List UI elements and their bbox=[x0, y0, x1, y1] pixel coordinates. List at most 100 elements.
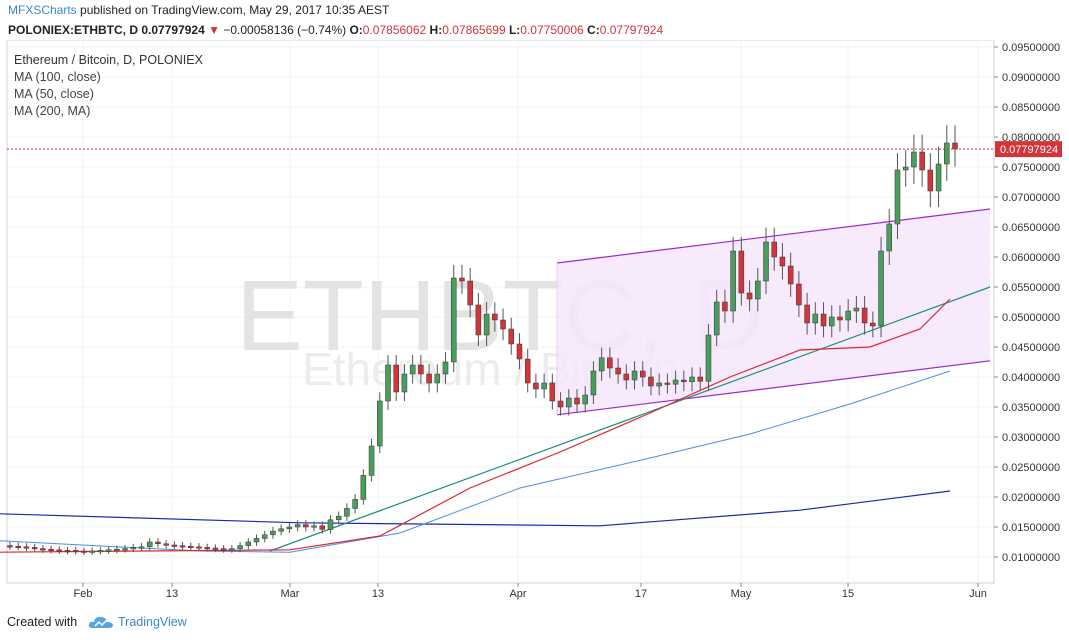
tradingview-cloud-icon[interactable] bbox=[88, 612, 114, 640]
candle-down bbox=[418, 364, 424, 375]
candle-down bbox=[155, 541, 161, 545]
candle-down bbox=[557, 400, 564, 408]
candle-up bbox=[253, 538, 260, 543]
candle-up bbox=[434, 373, 441, 384]
candle-up bbox=[935, 163, 942, 192]
candle-down bbox=[40, 548, 46, 551]
ma50-line bbox=[0, 298, 951, 553]
candle-down bbox=[426, 373, 432, 384]
ma200-line bbox=[0, 490, 951, 527]
candle-down bbox=[607, 357, 613, 369]
y-tick-label: 0.04000000 bbox=[1002, 372, 1060, 384]
candle-up bbox=[122, 548, 128, 551]
candle-up bbox=[902, 166, 909, 171]
candle-up bbox=[229, 548, 235, 551]
time-axis[interactable]: Feb 13 Mar 13 Apr 17 May 15 Jun bbox=[74, 583, 987, 600]
candle-down bbox=[72, 550, 79, 553]
candle-down bbox=[188, 545, 194, 548]
current-price-label: 0.07797924 bbox=[1000, 144, 1058, 156]
candle-up bbox=[97, 550, 104, 553]
candle-up bbox=[344, 508, 350, 517]
candle-down bbox=[533, 382, 539, 390]
candle-down bbox=[171, 544, 178, 547]
candle-up bbox=[763, 241, 769, 282]
candle-down bbox=[574, 397, 580, 405]
candle-up bbox=[689, 376, 695, 383]
change-value: −0.00058136 (−0.74%) bbox=[223, 23, 347, 37]
candle-up bbox=[261, 534, 268, 539]
candle-down bbox=[549, 382, 556, 402]
candle-up bbox=[878, 250, 884, 327]
tradingview-link[interactable]: TradingView bbox=[118, 615, 187, 629]
candle-down bbox=[771, 241, 777, 258]
y-tick-label: 0.08000000 bbox=[1002, 132, 1060, 144]
candle-down bbox=[919, 151, 925, 171]
candle-down bbox=[837, 316, 843, 321]
y-tick-label: 0.01500000 bbox=[1002, 522, 1060, 534]
candle-down bbox=[870, 322, 876, 327]
y-tick-label: 0.04500000 bbox=[1002, 342, 1060, 354]
candle-up bbox=[886, 223, 893, 252]
candle-down bbox=[623, 373, 630, 381]
candle-down bbox=[738, 250, 745, 294]
candle-up bbox=[409, 364, 416, 375]
candle-down bbox=[697, 376, 704, 382]
candle-up bbox=[294, 524, 301, 528]
legend-ma200[interactable]: MA (200, MA) bbox=[14, 104, 91, 118]
legend-ma100[interactable]: MA (100, close) bbox=[14, 70, 101, 84]
candle-up bbox=[245, 541, 252, 546]
candle-down bbox=[303, 524, 309, 528]
candle-up bbox=[311, 525, 317, 528]
price-axis[interactable]: 0.09500000 0.09000000 0.08500000 0.08000000… bbox=[994, 42, 1060, 564]
author-link[interactable]: MFXSCharts bbox=[8, 3, 77, 17]
candle-up bbox=[656, 382, 662, 387]
open-value: 0.07856062 bbox=[362, 23, 427, 37]
candle-down bbox=[779, 256, 786, 267]
candle-down bbox=[163, 543, 169, 546]
candle-down bbox=[64, 550, 71, 553]
x-tick-label: Jun bbox=[969, 588, 987, 600]
candle-down bbox=[508, 328, 515, 345]
candle-up bbox=[352, 499, 358, 509]
channel-lower-line bbox=[556, 360, 991, 416]
open-label: O: bbox=[349, 23, 363, 37]
candle-up bbox=[278, 528, 284, 532]
candle-up bbox=[450, 277, 457, 363]
y-tick-label: 0.05500000 bbox=[1002, 282, 1060, 294]
candle-down bbox=[196, 546, 202, 549]
y-tick-label: 0.02500000 bbox=[1002, 462, 1060, 474]
x-tick-label: 13 bbox=[166, 588, 178, 600]
candle-up bbox=[146, 541, 153, 548]
publisher-bar: MFXSCharts published on TradingView.com,… bbox=[0, 0, 1069, 20]
legend-ma50[interactable]: MA (50, close) bbox=[14, 87, 94, 101]
y-tick-label: 0.03500000 bbox=[1002, 402, 1060, 414]
candle-down bbox=[500, 319, 506, 330]
candle-down bbox=[319, 525, 326, 530]
current-price-tag: 0.07797924 bbox=[7, 141, 1062, 158]
symbol-label: POLONIEX:ETHBTC, D bbox=[8, 23, 139, 37]
candle-up bbox=[335, 515, 342, 521]
candle-up bbox=[237, 545, 243, 549]
candle-down bbox=[492, 313, 498, 321]
candle-down bbox=[23, 546, 30, 549]
candle-up bbox=[368, 445, 375, 476]
price-chart[interactable]: ETHBTC, D Ethereum / Bitcoin 0.095000000… bbox=[0, 40, 1069, 608]
candle-up bbox=[385, 364, 391, 402]
candle-up bbox=[598, 357, 605, 372]
y-tick-label: 0.09000000 bbox=[1002, 72, 1060, 84]
x-tick-label: Feb bbox=[74, 588, 93, 600]
candle-up bbox=[894, 169, 901, 225]
candle-up bbox=[327, 519, 334, 530]
x-tick-label: Mar bbox=[281, 588, 300, 600]
y-tick-label: 0.02000000 bbox=[1002, 492, 1060, 504]
candle-down bbox=[796, 283, 802, 306]
y-tick-label: 0.07500000 bbox=[1002, 162, 1060, 174]
candle-up bbox=[114, 548, 120, 551]
change-down-icon: ▼ bbox=[208, 23, 220, 37]
chart-legend: Ethereum / Bitcoin, D, POLONIEX MA (100,… bbox=[14, 52, 203, 120]
candle-down bbox=[722, 301, 728, 312]
y-tick-label: 0.06000000 bbox=[1002, 252, 1060, 264]
published-text: published on TradingView.com, May 29, 20… bbox=[80, 3, 390, 17]
candle-up bbox=[442, 361, 449, 375]
low-label: L: bbox=[508, 23, 521, 37]
